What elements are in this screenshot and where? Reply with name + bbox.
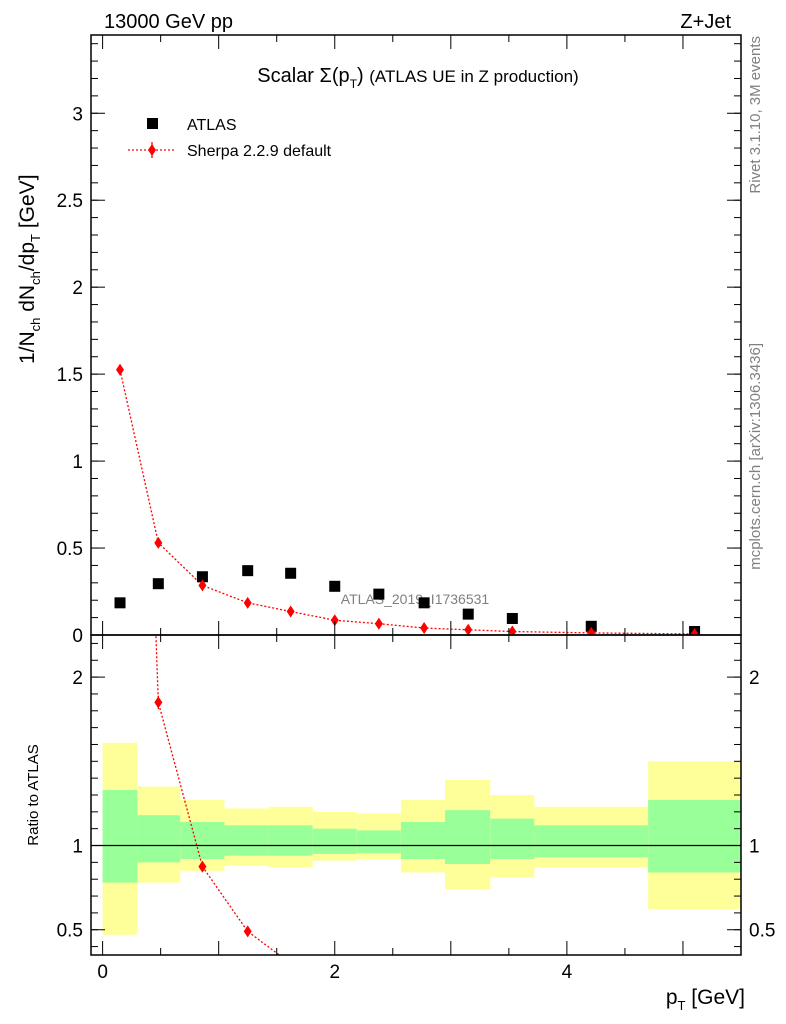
xtick-label: 2 [329,962,340,983]
header-left: 13000 GeV pp [104,11,233,33]
sherpa-point [690,627,699,635]
ratio-point [508,1001,516,1013]
green-band [648,800,741,873]
atlas-point [418,597,430,609]
xtick-label: 4 [562,962,573,983]
top-ytick-label: 0 [72,626,83,647]
legend-atlas-marker [147,118,158,129]
sherpa-point [286,605,295,618]
analysis-watermark: ATLAS_2019_I1736531 [341,591,490,607]
sherpa-point [243,596,252,609]
rivet-label: Rivet 3.1.10, 3M events [747,36,764,194]
green-band [268,825,313,856]
ratio-point [154,696,163,709]
top-ytick-label: 2.5 [57,191,83,212]
legend-sherpa-label: Sherpa 2.2.9 default [187,143,332,160]
top-ytick-label: 3 [72,104,83,125]
atlas-point [114,597,126,609]
sherpa-point [508,625,517,635]
sherpa-point [198,579,207,592]
green-band [180,821,225,859]
top-ytick-label: 1.5 [57,365,83,386]
ratio-marks [154,635,595,1015]
green-band [312,828,357,854]
green-band [137,815,181,863]
ratio-ytick-label-right: 0.5 [749,921,775,942]
ratio-ytick-label-left: 0.5 [57,921,83,942]
mcplots-label: mcplots.cern.ch [arXiv:1306.3436] [747,343,764,570]
green-band [490,818,535,859]
atlas-point [585,620,597,632]
atlas-point [152,578,164,590]
ratio-point [587,1003,595,1015]
sherpa-line [119,369,695,635]
atlas-point [506,612,518,624]
ratio-uncertainty-bands [102,742,741,935]
green-band [102,789,138,883]
title-sub: T [350,77,358,91]
ratio-point [243,925,252,938]
top-ytick-label: 1 [72,452,83,473]
ratio-point [331,983,339,995]
plot-title: Scalar Σ(pT) (ATLAS UE in Z production) [257,65,578,91]
atlas-point [462,608,474,620]
top-panel-axes: 0 0.5 1 1.5 2 2.5 3 [57,35,742,647]
title-close: ) [357,65,364,87]
legend-atlas-label: ATLAS [187,117,237,134]
green-band [445,810,491,865]
atlas-point [242,565,254,577]
xtick-label: 0 [97,962,108,983]
legend-sherpa-marker [148,144,156,156]
green-band [400,821,446,859]
green-band [224,825,269,856]
atlas-point [285,567,297,579]
ratio-point [464,1000,472,1012]
ratio-point [375,991,383,1003]
ratio-ytick-label-right: 1 [749,837,760,858]
ratio-point [198,860,207,873]
sherpa-point [154,536,163,549]
atlas-point [329,580,341,592]
sherpa-point [330,614,339,627]
sherpa-point [420,622,429,635]
ratio-y-axis-label: Ratio to ATLAS [25,744,42,845]
ratio-ytick-label-left: 1 [72,837,83,858]
green-band [356,830,401,854]
sherpa-point [374,617,383,630]
atlas-point [196,571,208,583]
top-y-axis-label: 1/Nch dNch/dpT [GeV] [16,174,43,364]
top-ytick-label: 2 [72,278,83,299]
sherpa-point [116,363,125,376]
ratio-point [287,957,295,969]
title-suffix: (ATLAS UE in Z production) [369,67,578,86]
green-band [534,825,649,858]
ratio-panel-axes: 0.5 0.5 1 1 2 2 0 2 4 [57,635,775,983]
sherpa-point [464,623,473,635]
top-panel-marks [114,363,701,635]
atlas-point [373,588,385,600]
top-ytick-label: 0.5 [57,539,83,560]
legend: ATLAS Sherpa 2.2.9 default [128,117,332,160]
x-axis-label: pT [GeV] [666,986,745,1013]
title-prefix: Scalar [257,65,319,87]
ratio-ytick-label-right: 2 [749,668,760,689]
ratio-panel-frame [90,634,742,956]
title-sigma: Σ(p [320,65,350,87]
sherpa-point [587,626,596,635]
ratio-point [420,996,428,1008]
header-right: Z+Jet [680,11,731,33]
ratio-ytick-label-left: 2 [72,668,83,689]
